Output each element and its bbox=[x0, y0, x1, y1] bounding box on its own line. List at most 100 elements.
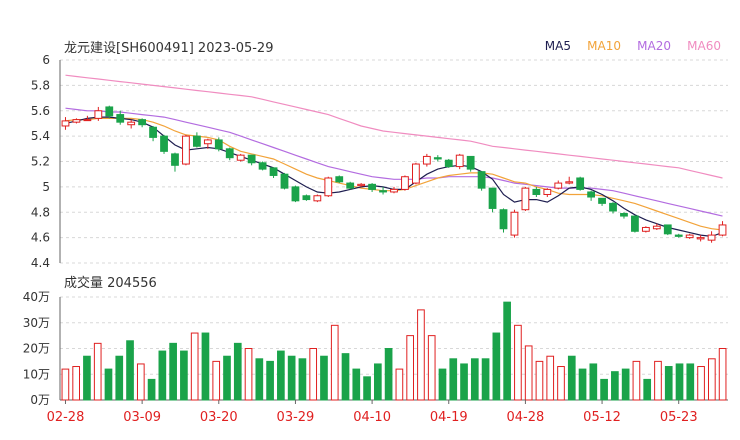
candle-up bbox=[401, 176, 409, 190]
candle-up bbox=[357, 183, 366, 187]
legend-ma10: MA10 bbox=[587, 39, 621, 53]
volume-bar-down bbox=[675, 363, 684, 401]
volume-bar-down bbox=[567, 355, 576, 401]
candle-down bbox=[598, 197, 606, 204]
candle-down bbox=[247, 154, 256, 164]
x-tick-label: 05-23 bbox=[660, 410, 698, 425]
candle-down bbox=[302, 195, 311, 201]
candle-down bbox=[532, 188, 541, 195]
x-tick-label: 03-20 bbox=[200, 410, 238, 425]
candle-down bbox=[346, 182, 355, 189]
legend-ma20: MA20 bbox=[637, 39, 671, 53]
candle-up bbox=[324, 177, 333, 197]
volume-bar-down bbox=[621, 368, 630, 401]
volume-bar-down bbox=[438, 368, 447, 401]
volume-bar-up bbox=[406, 335, 415, 401]
volume-y-tick: 10万 bbox=[23, 367, 50, 381]
candle-up bbox=[94, 110, 103, 119]
candle-down bbox=[433, 157, 442, 160]
volume-bar-down bbox=[611, 371, 619, 401]
candle-up bbox=[554, 182, 563, 189]
candle-down bbox=[663, 224, 672, 235]
candle-down bbox=[379, 190, 387, 193]
volume-bar-up bbox=[524, 345, 533, 401]
volume-y-tick: 30万 bbox=[23, 316, 50, 330]
candle-up bbox=[72, 119, 81, 123]
candle-down bbox=[368, 183, 376, 190]
ma60-line bbox=[65, 74, 723, 179]
volume-bar-up bbox=[212, 360, 221, 401]
x-tick-label: 03-29 bbox=[277, 410, 315, 425]
volume-bar-down bbox=[589, 363, 598, 401]
volume-bar-down bbox=[115, 355, 124, 401]
volume-bar-down bbox=[169, 342, 177, 401]
candle-up bbox=[707, 234, 716, 241]
volume-bar-down bbox=[686, 363, 695, 401]
price-y-tick: 4.8 bbox=[31, 205, 50, 219]
candle-up bbox=[390, 188, 398, 193]
candle-down bbox=[105, 106, 114, 117]
candle-down bbox=[291, 186, 300, 202]
volume-bar-down bbox=[578, 368, 587, 401]
candle-down bbox=[280, 173, 289, 189]
volume-bar-down bbox=[83, 355, 91, 401]
candle-down bbox=[477, 171, 486, 189]
volume-bar-down bbox=[147, 378, 156, 401]
candle-down bbox=[171, 153, 179, 166]
legend-ma60: MA60 bbox=[687, 39, 721, 53]
candle-up bbox=[182, 135, 190, 165]
volume-bar-down bbox=[320, 355, 328, 401]
candle-up bbox=[565, 181, 574, 184]
ma20-line bbox=[65, 107, 723, 217]
volume-bar-up bbox=[417, 309, 425, 401]
volume-bar-down bbox=[481, 358, 490, 401]
price-chart-title: 龙元建设[SH600491] 2023-05-29 bbox=[64, 41, 273, 56]
volume-bar-up bbox=[654, 360, 662, 401]
x-tick-label: 02-28 bbox=[47, 410, 85, 425]
volume-bar-down bbox=[460, 363, 468, 401]
volume-bar-down bbox=[255, 358, 264, 401]
ma-legend: MA60 MA20 MA10 MA5 bbox=[545, 39, 721, 53]
volume-bar-up bbox=[427, 335, 436, 401]
volume-bar-up bbox=[535, 360, 544, 401]
volume-bar-down bbox=[373, 363, 382, 401]
volume-bar-down bbox=[223, 355, 231, 401]
volume-bar-up bbox=[93, 342, 102, 401]
volume-bar-down bbox=[600, 378, 608, 401]
candle-up bbox=[455, 154, 464, 168]
price-y-tick: 4.4 bbox=[31, 256, 50, 270]
candle-down bbox=[258, 162, 267, 170]
x-tick-label: 04-28 bbox=[507, 410, 545, 425]
volume-bar-down bbox=[341, 353, 350, 401]
candle-down bbox=[499, 209, 508, 230]
candle-up bbox=[313, 195, 322, 202]
candle-down bbox=[631, 215, 639, 232]
x-tick-label: 05-12 bbox=[583, 410, 621, 425]
volume-bar-down bbox=[643, 378, 652, 401]
candle-up bbox=[203, 139, 212, 145]
candle-up bbox=[685, 234, 694, 239]
volume-bar-up bbox=[244, 348, 253, 401]
candle-down bbox=[444, 159, 453, 168]
volume-bar-down bbox=[298, 358, 307, 401]
volume-bar-down bbox=[180, 350, 188, 401]
x-tick-label: 04-19 bbox=[430, 410, 468, 425]
volume-bar-down bbox=[104, 368, 113, 401]
candle-down bbox=[587, 191, 596, 198]
volume-grid: 40万 30万 20万 10万 0万 bbox=[23, 290, 728, 407]
volume-bar-up bbox=[707, 358, 716, 401]
volume-bar-up bbox=[514, 324, 522, 401]
volume-bar-up bbox=[136, 363, 145, 401]
candle-down bbox=[160, 135, 168, 152]
candle-down bbox=[214, 139, 223, 150]
volume-y-tick: 0万 bbox=[30, 393, 50, 407]
price-y-tick: 5.6 bbox=[31, 104, 50, 118]
volume-bar-down bbox=[664, 366, 673, 401]
volume-bar-up bbox=[61, 368, 70, 401]
volume-bar-down bbox=[363, 376, 371, 401]
candle-down bbox=[609, 202, 617, 212]
volume-bar-up bbox=[395, 368, 404, 401]
volume-y-tick: 40万 bbox=[23, 290, 50, 304]
candle-down bbox=[192, 135, 201, 147]
